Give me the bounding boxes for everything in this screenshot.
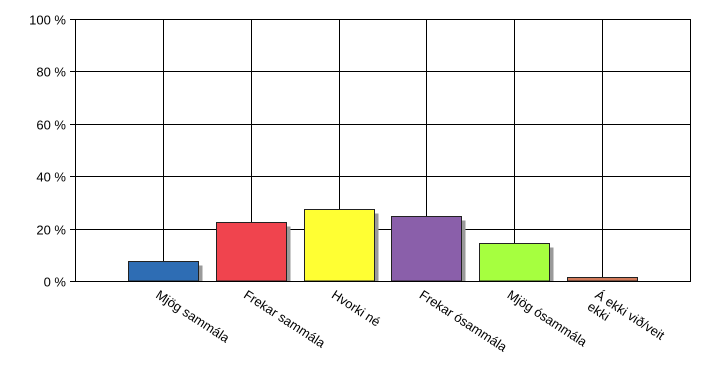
y-tick-label: 0 % — [44, 275, 67, 290]
y-tick-label: 60 % — [36, 118, 66, 133]
y-tick-label: 20 % — [36, 223, 66, 238]
bar — [128, 261, 199, 282]
y-tick-label: 80 % — [36, 65, 66, 80]
x-tick-label: Mjög sammála — [153, 287, 233, 346]
grid — [75, 19, 690, 282]
bar — [304, 209, 375, 282]
axes — [70, 19, 691, 282]
x-tick-label: Á ekki við/veitekki — [585, 287, 668, 355]
y-tick-label: 100 % — [29, 13, 66, 28]
x-tick-label: Frekar ósammála — [417, 287, 511, 355]
x-tick-label: Hvorki né — [329, 287, 383, 329]
x-tick-label: Frekar sammála — [241, 287, 329, 351]
bars — [128, 209, 638, 282]
bar — [479, 243, 550, 282]
x-tick-label: Mjög ósammála — [505, 287, 591, 350]
plot-frame — [75, 19, 691, 282]
bar — [567, 277, 638, 282]
y-tick-label: 40 % — [36, 170, 66, 185]
x-tick-labels: Mjög sammála Frekar sammála Hvorki né Freka… — [153, 287, 667, 355]
bar — [391, 216, 462, 282]
bar — [216, 222, 287, 282]
y-tick-labels: 0 % 20 % 40 % 60 % 80 % 100 % — [29, 13, 66, 290]
